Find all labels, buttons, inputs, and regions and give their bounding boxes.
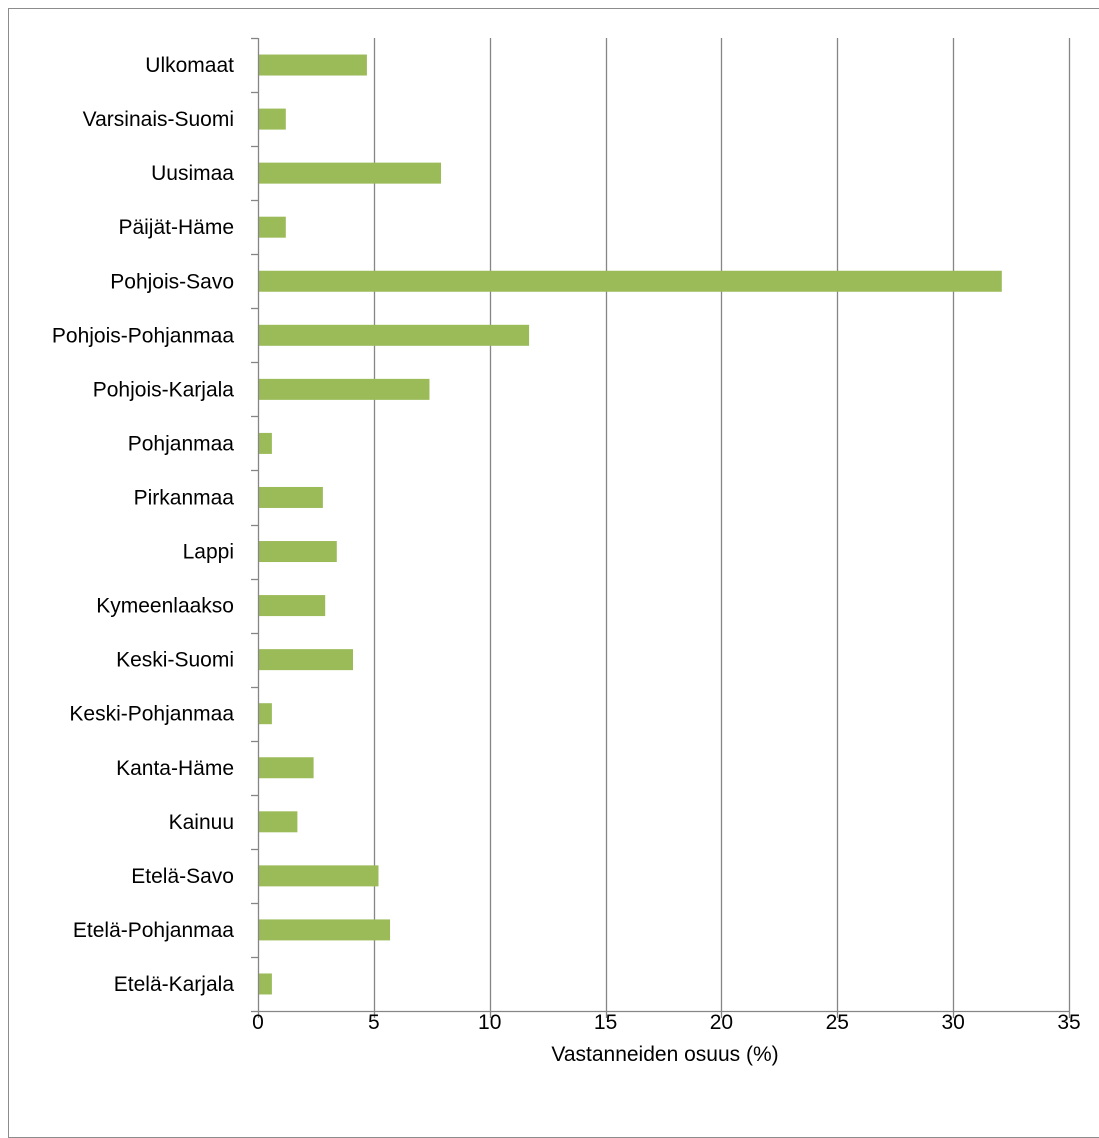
category-label: Kanta-Häme bbox=[116, 757, 234, 780]
x-tick-label: 35 bbox=[1057, 1011, 1080, 1034]
category-label: Varsinais-Suomi bbox=[83, 108, 234, 131]
bars bbox=[259, 54, 1002, 995]
bar-päijät-häme bbox=[259, 216, 286, 238]
category-label: Etelä-Pohjanmaa bbox=[73, 919, 234, 942]
bar-uusimaa bbox=[259, 162, 442, 184]
category-label: Keski-Pohjanmaa bbox=[69, 703, 234, 726]
bar-kymeenlaakso bbox=[259, 595, 326, 617]
bar-etelä-karjala bbox=[259, 973, 272, 995]
category-label: Pirkanmaa bbox=[134, 486, 235, 509]
x-axis-title: Vastanneiden osuus (%) bbox=[551, 1043, 778, 1066]
x-tick-label: 5 bbox=[368, 1011, 380, 1034]
category-label: Pohjois-Pohjanmaa bbox=[52, 324, 234, 347]
x-tick-label: 25 bbox=[826, 1011, 849, 1034]
bar-kanta-häme bbox=[259, 757, 314, 779]
axes bbox=[251, 37, 1071, 1018]
category-label: Ulkomaat bbox=[145, 54, 234, 77]
bar-kainuu bbox=[259, 811, 298, 833]
bar-keski-suomi bbox=[259, 649, 354, 671]
bar-etelä-pohjanmaa bbox=[259, 919, 391, 941]
bar-keski-pohjanmaa bbox=[259, 703, 272, 725]
chart-frame bbox=[8, 8, 1099, 1138]
x-tick-labels: 0 5 10 15 20 25 30 35 bbox=[252, 1011, 1081, 1034]
category-label: Lappi bbox=[183, 541, 234, 564]
bar-ulkomaat bbox=[259, 54, 367, 76]
bar-lappi bbox=[259, 541, 337, 563]
category-label: Uusimaa bbox=[151, 162, 234, 185]
category-label: Kymeenlaakso bbox=[96, 595, 234, 618]
x-tick-label: 20 bbox=[710, 1011, 733, 1034]
x-tick-label: 10 bbox=[478, 1011, 501, 1034]
bar-pohjanmaa bbox=[259, 432, 272, 454]
category-label: Pohjanmaa bbox=[128, 432, 235, 455]
category-label: Keski-Suomi bbox=[116, 649, 234, 672]
bar-pohjois-savo bbox=[259, 270, 1002, 292]
gridlines bbox=[373, 38, 1071, 1011]
bar-pohjois-karjala bbox=[259, 378, 430, 400]
bar-varsinais-suomi bbox=[259, 108, 286, 130]
category-label: Kainuu bbox=[169, 811, 234, 834]
x-tick-label: 15 bbox=[594, 1011, 617, 1034]
bar-pirkanmaa bbox=[259, 486, 323, 508]
bar-etelä-savo bbox=[259, 865, 379, 887]
x-tick-label: 0 bbox=[252, 1011, 264, 1034]
category-labels: Ulkomaat Varsinais-Suomi Uusimaa Päijät-Häm… bbox=[52, 54, 234, 996]
x-tick-label: 30 bbox=[941, 1011, 964, 1034]
bar-pohjois-pohjanmaa bbox=[259, 324, 530, 346]
category-label: Pohjois-Karjala bbox=[93, 378, 235, 401]
category-label: Etelä-Savo bbox=[131, 865, 234, 888]
category-label: Pohjois-Savo bbox=[110, 270, 234, 293]
category-label: Etelä-Karjala bbox=[114, 973, 235, 996]
category-label: Päijät-Häme bbox=[118, 216, 234, 239]
